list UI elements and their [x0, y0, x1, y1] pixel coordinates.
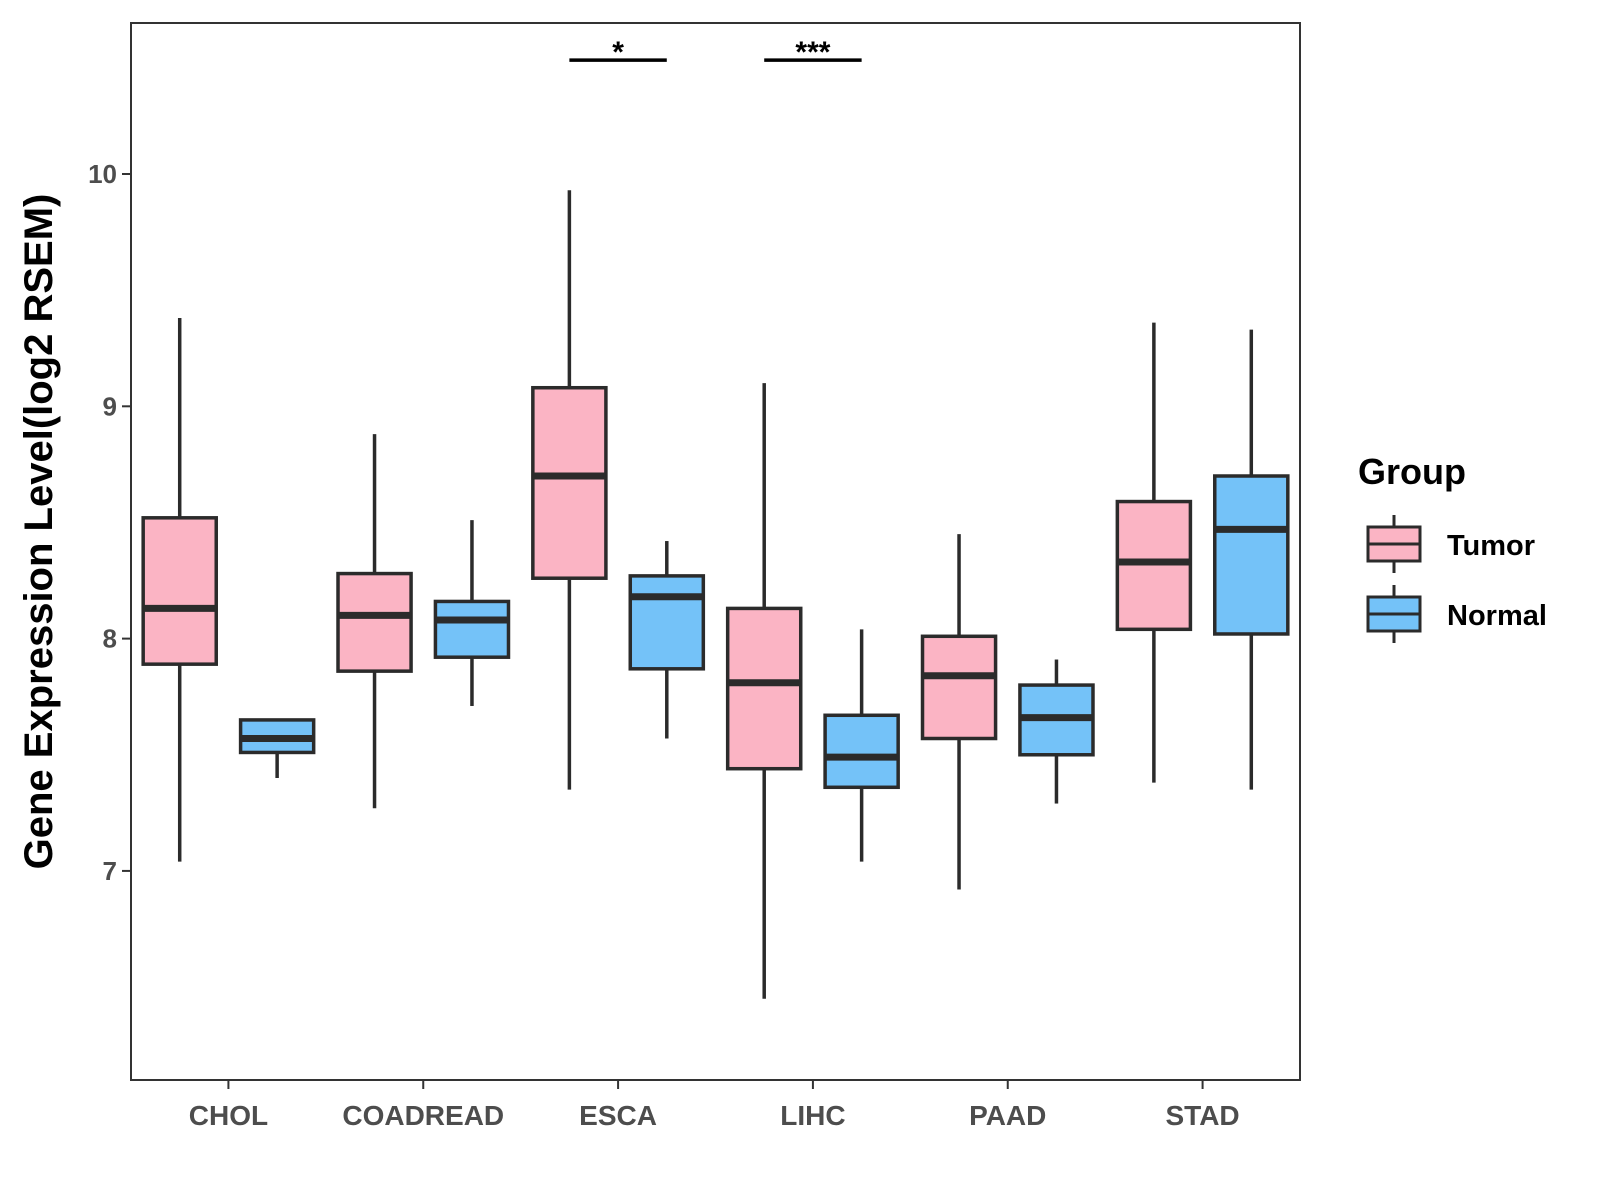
y-tick-label: 10	[88, 159, 117, 189]
iqr-box	[920, 634, 998, 741]
iqr-box	[531, 385, 608, 580]
box-tumor-chol	[141, 318, 218, 862]
legend: Group Tumor Normal	[1358, 451, 1547, 643]
legend-key-normal	[1366, 585, 1422, 643]
iqr-box	[336, 571, 413, 673]
y-axis-title: Gene Expression Level(log2 RSEM)	[17, 194, 61, 870]
box-normal-esca	[628, 541, 706, 739]
box-tumor-lihc	[725, 383, 803, 999]
iqr-box	[433, 599, 511, 659]
iqr-box	[628, 574, 706, 671]
box-tumor-esca	[531, 190, 608, 790]
iqr-box	[823, 713, 900, 790]
box-normal-stad	[1213, 329, 1290, 790]
box-normal-chol	[238, 718, 316, 778]
iqr-box	[1213, 474, 1290, 636]
x-axis: CHOL COADREAD ESCA LIHC PAAD STAD	[189, 1080, 1240, 1131]
legend-key-tumor	[1366, 515, 1422, 573]
significance-lihc: ***	[764, 36, 862, 69]
significance-esca: *	[569, 36, 667, 69]
y-tick-label: 9	[103, 391, 117, 421]
box-normal-paad	[1018, 659, 1095, 804]
y-tick-label: 7	[103, 856, 117, 886]
x-tick-label: ESCA	[579, 1100, 657, 1131]
box-tumor-paad	[920, 534, 998, 890]
x-tick-label: CHOL	[189, 1100, 268, 1131]
x-tick-label: COADREAD	[342, 1100, 504, 1131]
x-tick-label: PAAD	[969, 1100, 1046, 1131]
box-tumor-stad	[1115, 322, 1193, 783]
y-axis: 7 8 9 10	[88, 159, 131, 886]
iqr-box	[141, 516, 218, 666]
significance-label: ***	[795, 36, 830, 69]
box-normal-coadread	[433, 520, 511, 706]
y-tick-label: 8	[103, 624, 117, 654]
legend-title: Group	[1358, 451, 1466, 492]
legend-label-tumor: Tumor	[1447, 530, 1535, 562]
box-tumor-coadread	[336, 434, 413, 809]
boxes-layer	[141, 190, 1290, 999]
legend-label-normal: Normal	[1447, 600, 1547, 632]
significance-label: *	[612, 36, 624, 69]
plot-panel-border	[130, 22, 1301, 1081]
x-tick-label: STAD	[1166, 1100, 1240, 1131]
x-tick-label: LIHC	[780, 1100, 845, 1131]
box-normal-lihc	[823, 629, 900, 862]
iqr-box	[725, 606, 803, 771]
significance-annotations: * ***	[569, 36, 862, 69]
